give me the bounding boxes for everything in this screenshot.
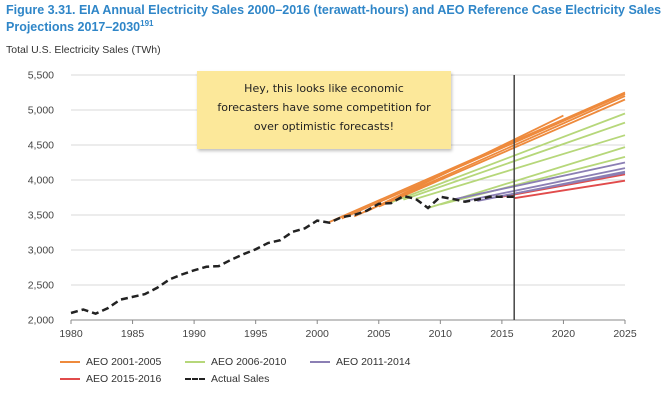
y-axis-ticks: 2,000 2,500 3,000 3,500 4,000 4,500 5,000 5,500 — [28, 70, 54, 327]
legend-item-aeo-2011-2014: AEO 2011-2014 — [310, 356, 411, 368]
x-tick-label: 1985 — [121, 328, 145, 340]
legend-item-aeo-2015-2016: AEO 2015-2016 — [60, 373, 161, 385]
forecast-line-aeo-2001-2005-2 — [341, 93, 626, 220]
legend-swatch-aeo-2006-2010 — [185, 361, 205, 363]
y-axis-label: Total U.S. Electricity Sales (TWh) — [6, 44, 161, 56]
legend-label-aeo-2001-2005: AEO 2001-2005 — [86, 356, 162, 368]
forecast-line-aeo-2011-2014-2 — [464, 167, 626, 202]
forecast-line-aeo-2011-2014-4 — [489, 172, 626, 200]
y-tick-label: 4,500 — [28, 140, 54, 152]
forecast-series — [329, 91, 626, 223]
forecast-line-aeo-2006-2010-3 — [415, 134, 626, 200]
legend-item-aeo-2001-2005: AEO 2001-2005 — [60, 356, 161, 368]
x-axis-ticks: 1980 1985 1990 1995 2000 2005 2010 2015 2020 2025 — [59, 320, 637, 340]
x-tick-label: 1995 — [244, 328, 268, 340]
y-tick-label: 5,500 — [28, 70, 54, 82]
legend-swatch-aeo-2001-2005 — [60, 361, 80, 363]
forecast-line-aeo-2001-2005-5 — [378, 98, 626, 208]
forecast-line-aeo-2001-2005-4 — [366, 114, 564, 213]
x-tick-label: 2005 — [367, 328, 391, 340]
legend-swatch-actual-sales — [185, 378, 205, 380]
actual-sales-line — [70, 194, 515, 316]
y-tick-label: 2,500 — [28, 280, 54, 292]
y-tick-label: 5,000 — [28, 105, 54, 117]
x-tick-label: 2000 — [306, 328, 330, 340]
legend-label-actual-sales: Actual Sales — [211, 373, 270, 385]
note-line-3: over optimistic forecasts! — [253, 120, 395, 133]
sticky-note-annotation: Hey, this looks like economic forecaster… — [197, 71, 451, 149]
legend-label-aeo-2006-2010: AEO 2006-2010 — [211, 356, 287, 368]
forecast-line-aeo-2015-2016-1 — [501, 173, 626, 198]
note-line-2: forecasters have some competition for — [217, 101, 431, 114]
x-tick-label: 1990 — [182, 328, 206, 340]
legend-label-aeo-2011-2014: AEO 2011-2014 — [336, 356, 411, 368]
legend-item-aeo-2006-2010: AEO 2006-2010 — [185, 356, 286, 368]
y-tick-label: 3,500 — [28, 210, 54, 222]
y-tick-label: 4,000 — [28, 175, 54, 187]
x-tick-label: 2020 — [552, 328, 576, 340]
legend-item-actual-sales: Actual Sales — [185, 373, 269, 385]
legend-swatch-aeo-2011-2014 — [310, 361, 330, 363]
figure-title-reference: 191 — [140, 19, 154, 28]
forecast-line-aeo-2015-2016-2 — [514, 179, 626, 200]
x-tick-label: 1980 — [59, 328, 83, 340]
y-tick-label: 3,000 — [28, 245, 54, 257]
x-tick-label: 2010 — [429, 328, 453, 340]
legend-swatch-aeo-2015-2016 — [60, 378, 80, 380]
note-line-1: Hey, this looks like economic — [244, 82, 404, 95]
forecast-line-aeo-2011-2014-1 — [452, 161, 626, 201]
forecast-line-aeo-2006-2010-1 — [390, 112, 626, 204]
legend-label-aeo-2015-2016: AEO 2015-2016 — [86, 373, 162, 385]
figure-title: Figure 3.31. EIA Annual Electricity Sale… — [6, 3, 662, 34]
y-tick-label: 2,000 — [28, 315, 54, 327]
figure-title-text: Figure 3.31. EIA Annual Electricity Sale… — [6, 3, 662, 35]
x-tick-label: 2025 — [613, 328, 637, 340]
x-tick-label: 2015 — [490, 328, 514, 340]
forecast-line-aeo-2006-2010-5 — [440, 156, 626, 206]
